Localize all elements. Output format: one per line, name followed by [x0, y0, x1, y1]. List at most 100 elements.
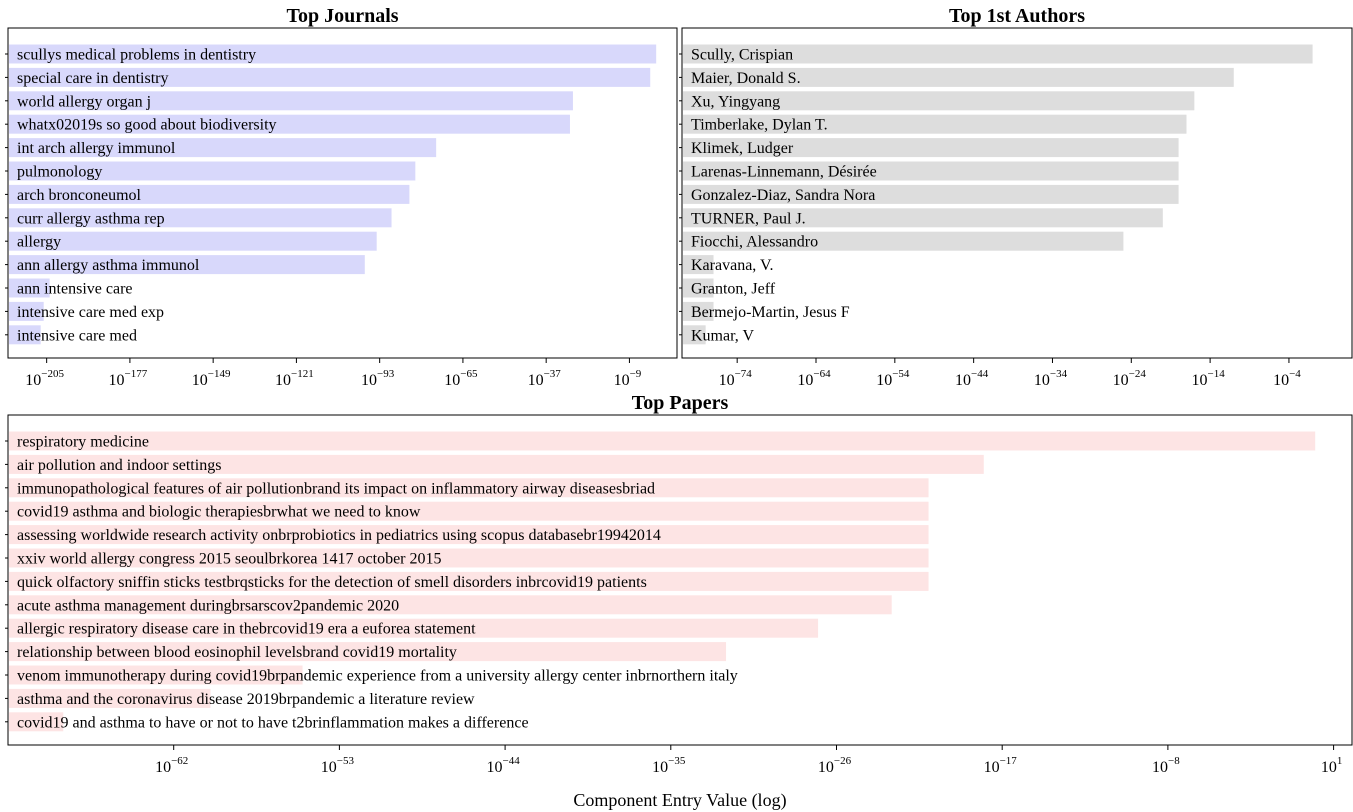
papers-bar [9, 712, 64, 732]
authors-bar-label: Scully, Crispian [691, 47, 793, 64]
authors-bar [683, 184, 1179, 204]
papers-bar-label: covid19 asthma and biologic therapiesbrw… [17, 504, 421, 521]
journals-bar [9, 278, 50, 298]
authors-xtick-label: 10−44 [955, 368, 989, 389]
authors-bar-label: Klimek, Ludger [691, 140, 794, 157]
papers-bar-label: assessing worldwide research activity on… [17, 527, 661, 544]
journals-xtick-label: 10−9 [614, 368, 642, 389]
authors-bar-label: Karavana, V. [691, 257, 774, 274]
journals-bar [9, 325, 41, 345]
authors-xtick-label: 10−24 [1113, 368, 1147, 389]
papers-bar [9, 642, 727, 662]
papers-xtick-label: 10−35 [652, 755, 686, 776]
authors-bar [683, 44, 1313, 64]
papers-bar [9, 595, 892, 615]
authors-chart: Scully, Crispian Maier, Donald S. Xu, Ying… [679, 5, 1353, 389]
papers-bar [9, 478, 929, 498]
journals-xtick-label: 10−149 [192, 368, 231, 389]
journals-xtick-label: 10−93 [361, 368, 395, 389]
papers-bar-label: covid19 and asthma to have or not to hav… [17, 714, 529, 731]
authors-bar-label: Bermejo-Martin, Jesus F [691, 304, 850, 321]
journals-title: Top Journals [286, 5, 398, 27]
journals-xtick-label: 10−121 [275, 368, 314, 389]
papers-xtick-label: 10−53 [321, 755, 355, 776]
papers-bar-label: air pollution and indoor settings [17, 457, 221, 474]
authors-bar-label: Larenas-Linnemann, Désirée [691, 164, 877, 181]
journals-xtick-label: 10−205 [25, 368, 64, 389]
papers-bar [9, 571, 929, 591]
papers-bar-label: allergic respiratory disease care in the… [17, 621, 476, 638]
authors-bar-label: TURNER, Paul J. [691, 210, 806, 227]
authors-title: Top 1st Authors [949, 5, 1085, 27]
journals-bar [9, 114, 570, 134]
authors-bar [683, 91, 1195, 111]
papers-bar [9, 618, 819, 638]
authors-bar-label: Xu, Yingyang [691, 93, 780, 110]
journals-bar-label: intensive care med exp [17, 304, 164, 321]
authors-frame [681, 27, 1353, 359]
papers-bar [9, 665, 303, 685]
authors-bar [683, 325, 706, 345]
papers-xtick-label: 101 [1321, 755, 1343, 776]
journals-xtick-label: 10−65 [444, 368, 478, 389]
papers-xtick-label: 10−44 [486, 755, 520, 776]
journals-bar-label: intensive care med [17, 327, 137, 344]
papers-frame [7, 414, 1353, 746]
authors-xtick-label: 10−64 [797, 368, 831, 389]
authors-bar [683, 301, 714, 321]
authors-bar-label: Granton, Jeff [691, 281, 776, 298]
journals-bar-label: pulmonology [17, 164, 102, 181]
journals-frame [7, 27, 678, 359]
journals-bar-label: scullys medical problems in dentistry [17, 47, 256, 64]
papers-bar-label: respiratory medicine [17, 434, 149, 451]
journals-bar-label: whatx02019s so good about biodiversity [17, 117, 277, 134]
authors-bar-label: Timberlake, Dylan T. [691, 117, 828, 134]
authors-bar [683, 114, 1187, 134]
authors-bar [683, 161, 1179, 181]
journals-bar [9, 231, 377, 251]
papers-bar [9, 454, 984, 474]
papers-bar [9, 548, 929, 568]
journals-bar-label: ann intensive care [17, 281, 133, 298]
authors-xtick-label: 10−14 [1192, 368, 1226, 389]
papers-bar [9, 501, 929, 521]
authors-bar-label: Fiocchi, Alessandro [691, 234, 818, 251]
authors-xtick-label: 10−54 [876, 368, 910, 389]
journals-bar [9, 184, 410, 204]
papers-xtick-label: 10−17 [984, 755, 1018, 776]
papers-xtick-label: 10−62 [155, 755, 188, 776]
authors-bar [683, 138, 1179, 158]
papers-title: Top Papers [632, 392, 729, 414]
papers-xlabel: Component Entry Value (log) [573, 790, 786, 811]
papers-xtick-label: 10−8 [1152, 755, 1180, 776]
journals-bar [9, 208, 392, 228]
journals-bar-label: world allergy organ j [17, 93, 151, 110]
journals-bar [9, 161, 416, 181]
authors-xtick-label: 10−4 [1273, 368, 1301, 389]
journals-bar-label: special care in dentistry [17, 70, 169, 87]
journals-bar [9, 44, 657, 64]
papers-bar [9, 525, 929, 545]
journals-bar-label: curr allergy asthma rep [17, 210, 165, 227]
papers-bar-label: asthma and the coronavirus disease 2019b… [17, 691, 475, 708]
papers-chart: respiratory medicine air pollution and in… [5, 392, 1353, 811]
papers-bar [9, 431, 1316, 451]
journals-bar [9, 301, 44, 321]
journals-xtick-label: 10−177 [109, 368, 148, 389]
papers-bar-label: venom immunotherapy during covid19brpand… [17, 668, 738, 685]
papers-bar-label: relationship between blood eosinophil le… [17, 644, 457, 661]
authors-bar [683, 255, 714, 275]
authors-xtick-label: 10−34 [1034, 368, 1068, 389]
journals-bar-label: allergy [17, 234, 61, 251]
authors-bar [683, 208, 1163, 228]
journals-bar [9, 91, 573, 111]
authors-bar [683, 67, 1234, 87]
papers-bar-label: acute asthma management duringbrsarscov2… [17, 597, 399, 614]
journals-chart: scullys medical problems in dentistry spe… [5, 5, 678, 389]
journals-bar [9, 138, 437, 158]
journals-bar-label: ann allergy asthma immunol [17, 257, 200, 274]
journals-xtick-label: 10−37 [528, 368, 562, 389]
authors-bar [683, 231, 1124, 251]
papers-bar-label: quick olfactory sniffin sticks testbrqst… [17, 574, 647, 591]
